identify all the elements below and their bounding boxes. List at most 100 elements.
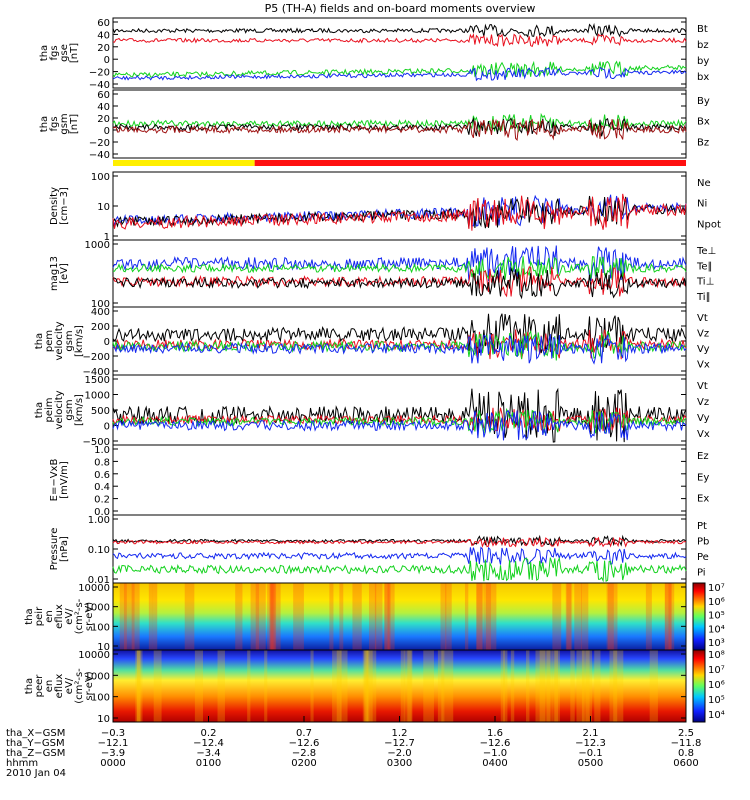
spectrogram-streak bbox=[546, 650, 553, 722]
ytick-label: 400 bbox=[91, 307, 110, 318]
ylabel-line: tha bbox=[34, 402, 45, 418]
spectrogram-streak bbox=[269, 583, 276, 650]
panel-6: 1500 1000 500 0 −500 tha peim velocity gsm [km/s]… bbox=[34, 374, 710, 448]
legend-Ti⊥: Ti⊥ bbox=[696, 277, 714, 288]
panel-10: 10⁸ 10⁷ 10⁶ 10⁵ 10⁴ 10000 1000 100 10 tha peer en ef… bbox=[24, 649, 725, 725]
spectrogram-streak bbox=[148, 583, 153, 650]
legend-Bx: Bx bbox=[697, 117, 710, 128]
spectrogram-streak bbox=[407, 650, 413, 722]
ytick-label: 0.4 bbox=[94, 482, 110, 493]
ytick-label: 10 bbox=[97, 202, 110, 213]
spectrogram-streak bbox=[264, 650, 268, 722]
series-Vt bbox=[112, 313, 687, 355]
spectrogram-streak bbox=[664, 583, 671, 650]
ytick-label: 0.10 bbox=[88, 545, 110, 556]
colorbar-tick: 10³ bbox=[708, 638, 725, 649]
xaxis-value: −0.1 bbox=[578, 748, 602, 759]
series-By bbox=[112, 112, 687, 133]
xaxis-value: −3.4 bbox=[196, 748, 220, 759]
panel-9: 10⁷ 10⁶ 10⁵ 10⁴ 10³ 10000 1000 100 10 tha peir en ef… bbox=[24, 582, 725, 653]
ytick-label: 1000 bbox=[85, 603, 110, 614]
ylabel-line: (cm²-s- bbox=[74, 668, 85, 704]
spectrogram-streak bbox=[332, 650, 341, 722]
legend-Vx: Vx bbox=[697, 429, 710, 440]
panel-frame bbox=[112, 514, 687, 584]
xaxis-value: 0500 bbox=[578, 758, 603, 769]
status-bar-yellow bbox=[113, 160, 255, 166]
spectrogram-streak bbox=[649, 650, 658, 722]
xaxis-value: 0400 bbox=[482, 758, 507, 769]
spectrogram-streak bbox=[384, 583, 395, 650]
spectrogram-streak bbox=[539, 650, 551, 722]
ylabel-line: [mV/m] bbox=[59, 461, 70, 499]
ytick-label: 1.00 bbox=[88, 515, 110, 526]
ylabel-line: peer bbox=[34, 674, 45, 698]
panel-frame bbox=[112, 444, 687, 516]
series-Npot bbox=[112, 193, 687, 231]
panel-4: 1000 100 mag13 [eV] Te⊥ Te∥ Ti⊥ Ti∥ bbox=[49, 239, 716, 310]
spectrogram-streak bbox=[570, 650, 575, 722]
spectrogram-streak bbox=[340, 650, 348, 722]
ytick-label: 100 bbox=[91, 172, 110, 183]
legend-bx: bx bbox=[697, 72, 709, 83]
ytick-label: 60 bbox=[97, 18, 110, 29]
spectrogram-streak bbox=[366, 650, 377, 722]
spectrogram-streak bbox=[594, 650, 601, 722]
ylabel-line: [nT] bbox=[69, 114, 80, 134]
ylabel-line: eflux bbox=[54, 674, 65, 699]
xaxis-value: 0100 bbox=[196, 758, 221, 769]
xaxis-value: −1.0 bbox=[483, 748, 507, 759]
ytick-label: 500 bbox=[91, 406, 110, 417]
series-Vx bbox=[112, 409, 687, 441]
xaxis-value: −2.0 bbox=[387, 748, 411, 759]
spectrogram-streak bbox=[606, 583, 614, 650]
legend-Te∥: Te∥ bbox=[696, 261, 713, 272]
ylabel-line: (cm²-s- bbox=[74, 598, 85, 634]
ylabel-line: [km/s] bbox=[74, 394, 85, 426]
panel-8: 1.00 0.10 0.01 Pressure [nPa] Pt Pb Pe Pi bbox=[49, 514, 709, 586]
spectrogram-streak bbox=[607, 583, 618, 650]
chart-title: P5 (TH-A) fields and on-board moments ov… bbox=[265, 2, 536, 15]
legend-by: by bbox=[697, 56, 709, 67]
legend-Pt: Pt bbox=[697, 521, 707, 532]
spectrogram-streak bbox=[368, 583, 377, 650]
spectrogram-2 bbox=[113, 650, 686, 722]
spectrogram-streak bbox=[136, 650, 141, 722]
series-Pb bbox=[112, 536, 687, 548]
legend-Ey: Ey bbox=[697, 472, 709, 483]
ytick-label: 10 bbox=[97, 714, 110, 725]
xaxis-value: −12.6 bbox=[289, 738, 320, 749]
legend-Vx: Vx bbox=[697, 360, 710, 371]
ylabel-line: velocity bbox=[54, 321, 65, 360]
ytick-label: 0 bbox=[104, 126, 110, 137]
spectrogram-streak bbox=[194, 650, 204, 722]
xaxis-value: −12.1 bbox=[98, 738, 129, 749]
spectrogram-streak bbox=[576, 650, 585, 722]
legend-Pi: Pi bbox=[697, 568, 706, 579]
spectrogram-streak bbox=[352, 583, 362, 650]
ylabel-line: sr-eV) bbox=[84, 671, 95, 700]
series-Pi bbox=[112, 556, 687, 583]
ylabel-line: [nT] bbox=[69, 43, 80, 63]
spectrogram-streak bbox=[443, 650, 454, 722]
ylabel-line: Density bbox=[49, 187, 60, 225]
ylabel-line: eV/ bbox=[64, 677, 75, 694]
xaxis-value: 0.2 bbox=[201, 728, 217, 739]
spectrogram-streak bbox=[310, 650, 314, 722]
series-Vt bbox=[112, 387, 687, 443]
spectrogram-streak bbox=[476, 583, 484, 650]
spectrogram-streak bbox=[503, 650, 508, 722]
legend-Pe: Pe bbox=[697, 552, 709, 563]
xaxis-value: −12.3 bbox=[575, 738, 606, 749]
colorbar-1 bbox=[692, 582, 706, 651]
spectrogram-streak bbox=[339, 583, 344, 650]
xaxis-value: −12.7 bbox=[384, 738, 415, 749]
ytick-label: 40 bbox=[97, 102, 110, 113]
xaxis-value: −2.8 bbox=[292, 748, 316, 759]
spectrogram-streak bbox=[613, 650, 624, 722]
ytick-label: 0 bbox=[104, 337, 110, 348]
ytick-label: 1000 bbox=[85, 240, 110, 251]
ytick-label: −400 bbox=[83, 367, 110, 378]
